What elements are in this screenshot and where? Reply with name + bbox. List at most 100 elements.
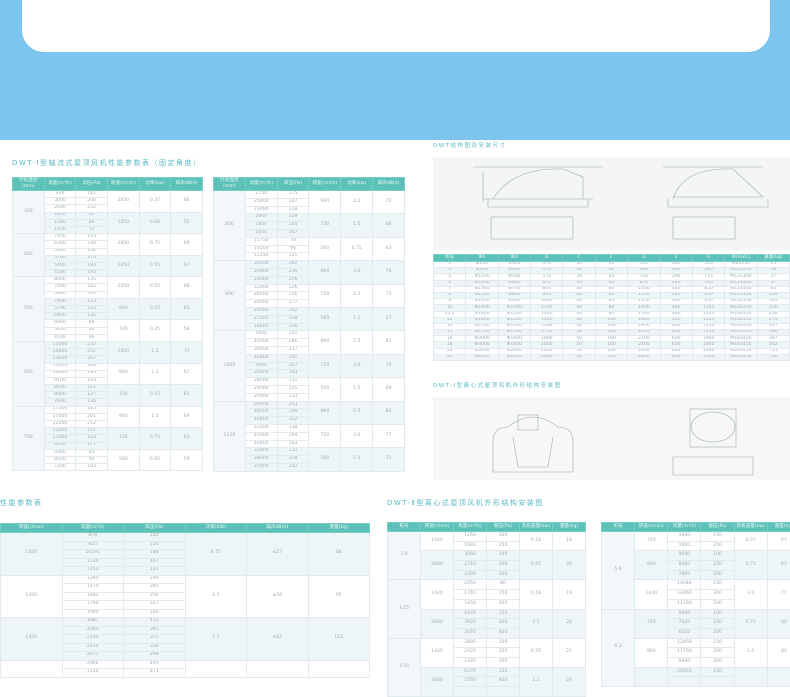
table-cell: 0.25 [139,320,171,342]
table-cell: 1253 [62,567,124,576]
table-cell: 56900 [245,401,277,409]
table-cell: 29 [553,667,586,696]
table-cell: 5300 [44,248,76,255]
table-cell: 88 [308,533,370,576]
table-cell: 298 [124,652,186,661]
table-cell: 175 [277,191,309,199]
axial-table-right: 叶轮直径(mm)风量(m³/h)风压(Pa)转速(r/min)功率(kw)噪声d… [213,177,405,472]
table-cell: 11160 [668,599,701,609]
table-cell: 141 [277,354,309,362]
table-cell: 1260 [454,532,487,542]
table-cell: 80 [487,580,520,590]
table-cell: 212 [76,421,108,428]
table-cell: 372 [124,635,186,644]
table-cell: 3920 [454,619,487,629]
table-cell: 4100 [44,334,76,341]
table-cell: 165 [76,406,108,413]
table-cell: 142 [277,463,309,471]
table-cell: 960 [309,331,341,354]
table-cell: 1.5 [341,448,373,471]
table-cell: 560 [309,448,341,471]
table-cell: 83 [76,449,108,456]
column-header: 装机容量(kw) [520,523,553,532]
table-cell: 1040 [454,541,487,551]
table-cell: 720 [635,609,668,638]
table-cell: 71 [373,448,405,471]
table-cell: 68 [171,277,203,299]
column-header: 静压(Pa) [487,523,520,532]
table-cell: 18600 [245,323,277,331]
table-cell: 115 [308,618,370,661]
table-cell: 334 [124,643,186,652]
table-cell: 177 [76,442,108,449]
table-cell: 67 [171,363,203,385]
table-cell: 200 [701,628,734,638]
table-cell: 150 [487,541,520,551]
table-cell: 251 [76,349,108,356]
table-cell: 720 [309,354,341,377]
table-cell: 1800 [245,222,277,230]
table-cell: 5000 [245,331,277,339]
table-cell: 0.75 [341,237,373,260]
table-cell: 3124 [62,669,124,678]
table-cell: M20x450 [725,354,757,360]
table-cell: 1450 [1,575,63,618]
header-row: 机号转速(r/min)风量(m³/h)静压(Pa)装机容量(kw)重量(kg) [388,523,586,532]
table-cell: 162 [76,284,108,291]
column-header: 风压(Pa) [76,178,108,191]
table-cell: 21500 [245,315,277,323]
table-cell: 0.55 [139,385,171,407]
table-cell: 76 [373,354,405,377]
table-cell: 62 [76,212,108,219]
table-cell: 133 [277,393,309,401]
table-cell: 720 [107,385,139,407]
table-cell: 1.5 [341,378,373,401]
table-cell: 167 [277,229,309,237]
table-cell: 190 [76,270,108,277]
table-cell: 7450 [44,234,76,241]
table-cell: 14040 [668,580,701,590]
table-cell: 150 [487,648,520,658]
table-cell: 2850 [107,234,139,256]
table-cell: 83 [767,638,790,667]
table-cell: 0.55 [139,255,171,277]
table-cell: 34500 [245,261,277,269]
table-cell: 7600 [44,399,76,406]
table-cell: 0.75 [139,234,171,256]
table-cell: 1.5 [341,214,373,237]
table-cell: 1887 [62,618,124,627]
table-cell: 1.5 [139,406,171,428]
table-cell: 6270 [454,667,487,677]
table-cell: 800 [214,191,246,261]
column-header: 风量(m³/h) [245,178,277,191]
table-cell: 500 [487,570,520,580]
table-cell: 10000 [44,370,76,377]
table-cell: 2880 [421,609,454,638]
axial-table-title: DWT-I型轴流式屋顶风机性能参数表（固定角度） [12,158,202,168]
table-cell: 960 [107,363,139,385]
table-cell: 0.18 [520,532,553,551]
table-cell: 0.37 [139,191,171,213]
table-cell: 72 [76,226,108,233]
table-cell: 720 [309,214,341,237]
header-row: 叶轮直径(mm)风量(m³/h)风压(Pa)转速(r/min)功率(kw)噪声d… [214,178,405,191]
table-cell: 126 [277,323,309,331]
table-cell: 560 [309,307,341,330]
table-cell: 12500 [44,421,76,428]
table-cell: 960 [635,638,668,667]
table-cell: 5.6 [602,532,635,610]
table-cell: 900 [214,261,246,331]
perf-table: 转速(r/min)风量(m³/h)风压(Pa)功率(KW)噪声dB(A)重量(k… [0,523,370,678]
table-cell: 330 [44,191,76,198]
table-cell: 250 [76,248,108,255]
table-cell: 400 [487,619,520,629]
